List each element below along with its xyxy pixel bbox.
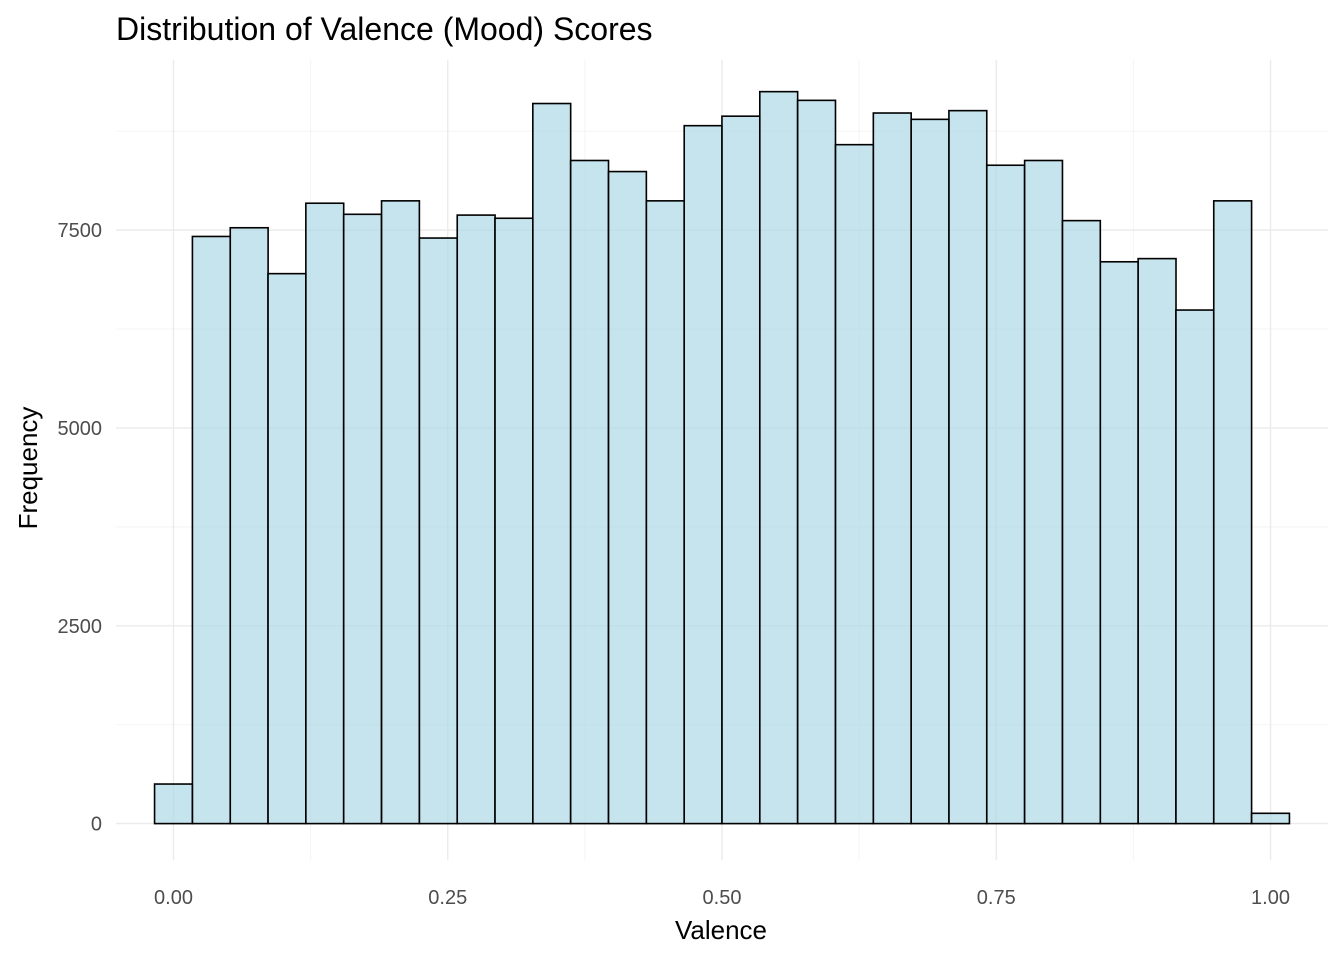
y-tick-label: 0 xyxy=(91,814,102,836)
x-tick-label: 0.25 xyxy=(428,887,467,909)
histogram-bar xyxy=(1099,260,1139,825)
x-axis-title: Valence xyxy=(675,915,767,945)
histogram-bar xyxy=(267,272,307,825)
histogram-bar xyxy=(1023,159,1064,825)
x-tick-label: 0.75 xyxy=(977,887,1016,909)
histogram-bar xyxy=(834,143,875,825)
histogram-bar xyxy=(607,170,648,825)
y-tick-label: 7500 xyxy=(58,220,103,242)
histogram-bar xyxy=(305,202,345,825)
histogram-bar xyxy=(683,124,723,825)
x-tick-label: 0.00 xyxy=(154,887,193,909)
histogram-bar xyxy=(758,90,799,825)
histogram-bar xyxy=(191,235,232,825)
histogram-bar xyxy=(494,217,534,825)
histogram-bar xyxy=(342,213,383,825)
histogram-bar xyxy=(456,214,496,825)
histogram-bar xyxy=(872,112,912,825)
histogram-bar xyxy=(569,159,610,825)
histogram-bar xyxy=(1061,219,1102,825)
x-tick-label: 0.50 xyxy=(703,887,742,909)
histogram-bar xyxy=(948,109,988,825)
histogram-bar xyxy=(796,99,837,825)
y-tick-label: 2500 xyxy=(58,616,103,638)
histogram-bar xyxy=(721,115,761,825)
histogram-bar xyxy=(1137,257,1177,825)
y-axis-tick-labels: 0 2500 5000 7500 xyxy=(58,220,103,835)
histogram-bar xyxy=(645,200,686,825)
histogram-bar xyxy=(380,200,421,825)
histogram-bar xyxy=(1175,309,1215,825)
histogram-bar xyxy=(229,226,269,825)
histogram-bars xyxy=(153,90,1291,825)
histogram-bar xyxy=(153,783,194,825)
histogram-bar xyxy=(910,118,950,825)
histogram-bar xyxy=(1250,812,1291,825)
histogram-bar xyxy=(532,102,572,825)
chart-title: Distribution of Valence (Mood) Scores xyxy=(116,11,653,47)
x-axis-tick-labels: 0.00 0.25 0.50 0.75 1.00 xyxy=(154,887,1290,909)
histogram-bar xyxy=(1212,200,1253,825)
y-axis-title: Frequency xyxy=(13,407,43,530)
x-tick-label: 1.00 xyxy=(1251,887,1290,909)
histogram-bar xyxy=(985,164,1026,825)
y-tick-label: 5000 xyxy=(58,418,103,440)
histogram-bar xyxy=(418,237,459,825)
